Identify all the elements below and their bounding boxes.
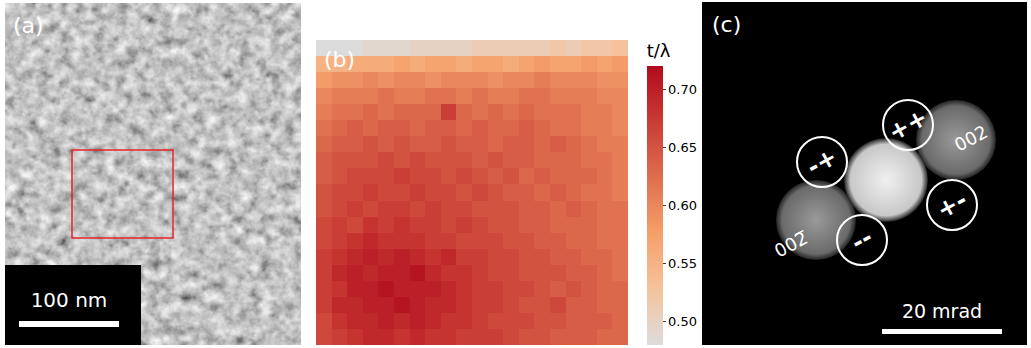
svg-text:(b): (b): [324, 47, 355, 72]
svg-text:100 nm: 100 nm: [31, 288, 108, 312]
svg-text:(a): (a): [13, 13, 44, 38]
svg-text:t/λ: t/λ: [647, 40, 671, 61]
svg-text:-+: -+: [802, 143, 842, 182]
svg-text:(c): (c): [712, 12, 741, 37]
svg-text:0.65: 0.65: [668, 140, 697, 155]
svg-text:0.60: 0.60: [668, 198, 697, 213]
svg-text:+-: +-: [932, 186, 972, 225]
svg-text:++: ++: [884, 103, 933, 147]
svg-text:0.55: 0.55: [668, 256, 697, 271]
svg-text:0.50: 0.50: [668, 314, 697, 329]
svg-text:002̅: 002̅: [771, 226, 812, 261]
svg-text:20 mrad: 20 mrad: [902, 300, 982, 322]
svg-text:002: 002: [951, 121, 991, 156]
svg-text:0.70: 0.70: [668, 82, 697, 97]
svg-text:--: --: [847, 223, 878, 257]
